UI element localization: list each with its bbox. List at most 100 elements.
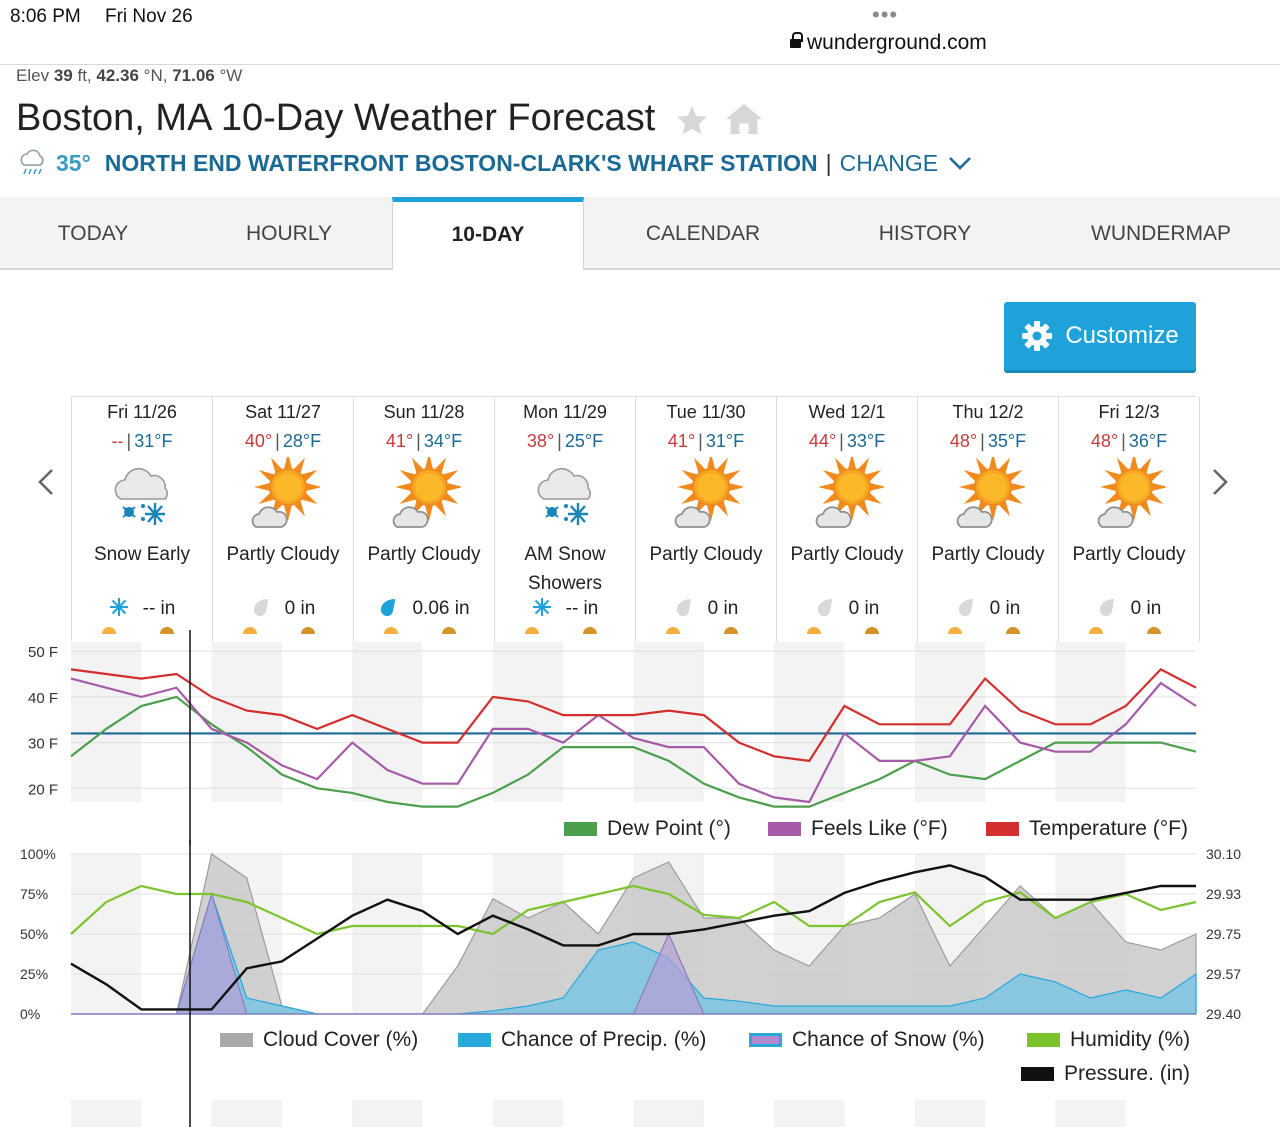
sunrise-icon xyxy=(1089,627,1103,634)
condition-text: Partly Cloudy xyxy=(367,544,481,565)
day-card[interactable]: Tue 11/30 41° | 31°F Partly Cloudy 0 in xyxy=(636,397,777,642)
day-name: Sat 11/27 xyxy=(245,402,321,422)
series-line-feels xyxy=(70,677,1197,804)
day-name: Fri 12/3 xyxy=(1098,402,1160,422)
day-temps: 48° | 35°F xyxy=(918,431,1058,452)
condition-text: Snow Early xyxy=(93,544,191,565)
tab-10-day[interactable]: 10-DAY xyxy=(392,197,584,270)
sun-markers xyxy=(1059,625,1199,635)
elev-label: Elev xyxy=(16,66,50,85)
star-icon[interactable] xyxy=(674,103,710,139)
legend-swatch xyxy=(1027,1033,1060,1047)
right-tick-label: 29.57 xyxy=(1206,966,1241,982)
day-name: Thu 12/2 xyxy=(952,402,1024,422)
tab-wundermap[interactable]: WUNDERMAP xyxy=(1091,222,1231,245)
tab-calendar[interactable]: CALENDAR xyxy=(645,222,761,245)
legend-dew-point[interactable]: Dew Point (°) xyxy=(564,817,731,841)
night-band xyxy=(774,642,845,802)
legend-swatch xyxy=(749,1033,782,1047)
legend-temperature[interactable]: Temperature (°F) xyxy=(986,817,1188,841)
sun-markers xyxy=(495,625,635,635)
legend-chance-snow[interactable]: Chance of Snow (%) xyxy=(749,1028,985,1052)
day-card[interactable]: Thu 12/2 48° | 35°F Partly Cloudy 0 in xyxy=(918,397,1059,642)
partly-cloudy-icon xyxy=(956,457,1025,528)
day-card[interactable]: Sat 11/27 40° | 28°F Partly Cloudy 0 in xyxy=(213,397,354,642)
raindrop-icon xyxy=(381,599,396,617)
sunrise-icon xyxy=(525,627,539,634)
longitude: 71.06 xyxy=(172,66,215,85)
elev-unit: ft, xyxy=(77,66,92,85)
sunset-icon xyxy=(583,627,597,634)
day-card[interactable]: Fri 12/3 48° | 36°F Partly Cloudy 0 in xyxy=(1059,397,1200,642)
legend-pressure[interactable]: Pressure. (in) xyxy=(1021,1062,1190,1086)
night-band xyxy=(211,642,282,802)
sunset-icon xyxy=(1147,627,1161,634)
low-temp: 33°F xyxy=(846,431,886,451)
forecast-tabs: TODAY HOURLY 10-DAY CALENDAR HISTORY WUN… xyxy=(0,197,1280,270)
tab-history[interactable]: HISTORY xyxy=(878,222,972,245)
station-row: 35° NORTH END WATERFRONT BOSTON-CLARK'S … xyxy=(16,146,972,180)
partly-cloudy-icon xyxy=(674,457,743,528)
low-temp: 35°F xyxy=(987,431,1027,451)
chevron-left-icon[interactable] xyxy=(32,462,62,502)
legend-feels-like[interactable]: Feels Like (°F) xyxy=(768,817,948,841)
chevron-down-icon[interactable] xyxy=(948,155,972,171)
raindrop-icon xyxy=(1099,599,1114,617)
temp-separator: | xyxy=(275,431,280,451)
night-band xyxy=(633,1100,704,1127)
sunset-icon xyxy=(160,627,174,634)
night-band xyxy=(1055,1100,1126,1127)
temperature-chart: 50 F 40 F 30 F 20 F xyxy=(28,630,1197,845)
night-band xyxy=(1055,642,1126,802)
legend-label: Dew Point (°) xyxy=(607,817,731,840)
day-card[interactable]: Sun 11/28 41° | 34°F Partly Cloudy 0.06 in xyxy=(354,397,495,642)
day-card[interactable]: Wed 12/1 44° | 33°F Partly Cloudy 0 in xyxy=(777,397,918,642)
day-temps: 44° | 33°F xyxy=(777,431,917,452)
series-line-temperature xyxy=(70,668,1197,763)
high-temp: -- xyxy=(111,431,124,451)
separator: | xyxy=(825,149,832,176)
station-name[interactable]: NORTH END WATERFRONT BOSTON-CLARK'S WHAR… xyxy=(104,149,818,176)
precip-amount: 0 in xyxy=(777,597,917,620)
legend-label: Feels Like (°F) xyxy=(811,817,948,840)
precip-amount: 0 in xyxy=(1059,597,1199,620)
raindrop-icon xyxy=(817,599,832,617)
multitask-dots[interactable]: ••• xyxy=(872,2,899,27)
day-card[interactable]: Fri 11/26 -- | 31°F Snow Early -- in xyxy=(72,397,213,642)
series-line-humidity xyxy=(70,884,1197,936)
right-tick-label: 29.75 xyxy=(1206,926,1241,942)
home-icon[interactable] xyxy=(724,101,764,137)
chevron-right-icon[interactable] xyxy=(1206,462,1236,502)
legend-cloud-cover[interactable]: Cloud Cover (%) xyxy=(220,1028,418,1052)
legend-label: Cloud Cover (%) xyxy=(263,1028,419,1051)
sunrise-icon xyxy=(666,627,680,634)
change-station-link[interactable]: CHANGE xyxy=(839,149,939,176)
series-line-dew xyxy=(70,695,1197,808)
condition-text: Partly Cloudy xyxy=(931,544,1045,565)
high-temp: 38° xyxy=(526,431,555,451)
temp-separator: | xyxy=(1121,431,1126,451)
customize-button[interactable]: Customize xyxy=(1004,302,1196,370)
legend-chance-precip[interactable]: Chance of Precip. (%) xyxy=(458,1028,706,1052)
precip-amount: -- in xyxy=(495,597,635,620)
night-band xyxy=(71,642,142,802)
day-card[interactable]: Mon 11/29 38° | 25°F AM Snow Showers -- in xyxy=(495,397,636,642)
legend-humidity[interactable]: Humidity (%) xyxy=(1027,1028,1190,1052)
low-temp: 31°F xyxy=(134,431,173,451)
low-temp: 31°F xyxy=(705,431,745,451)
night-band xyxy=(352,1100,423,1127)
precip-value: 0 in xyxy=(1130,598,1162,619)
series-area-chance xyxy=(71,891,1196,1015)
latitude: 42.36 xyxy=(96,66,139,85)
partly-cloudy-icon xyxy=(251,457,320,528)
legend-swatch xyxy=(986,822,1019,836)
address-bar[interactable]: wunderground.com xyxy=(790,31,987,55)
night-band xyxy=(492,1100,564,1127)
legend-label: Chance of Precip. (%) xyxy=(501,1028,707,1051)
precipitation-chart: 100% 30.10 75% 29.93 50% 29.75 25% 29.57 0% 29.40 xyxy=(20,840,1241,1127)
tab-hourly[interactable]: HOURLY xyxy=(246,222,332,245)
tab-today[interactable]: TODAY xyxy=(57,222,129,245)
snowflake-icon xyxy=(532,598,551,616)
condition-text: Partly Cloudy xyxy=(226,544,340,565)
legend-swatch xyxy=(458,1033,491,1047)
